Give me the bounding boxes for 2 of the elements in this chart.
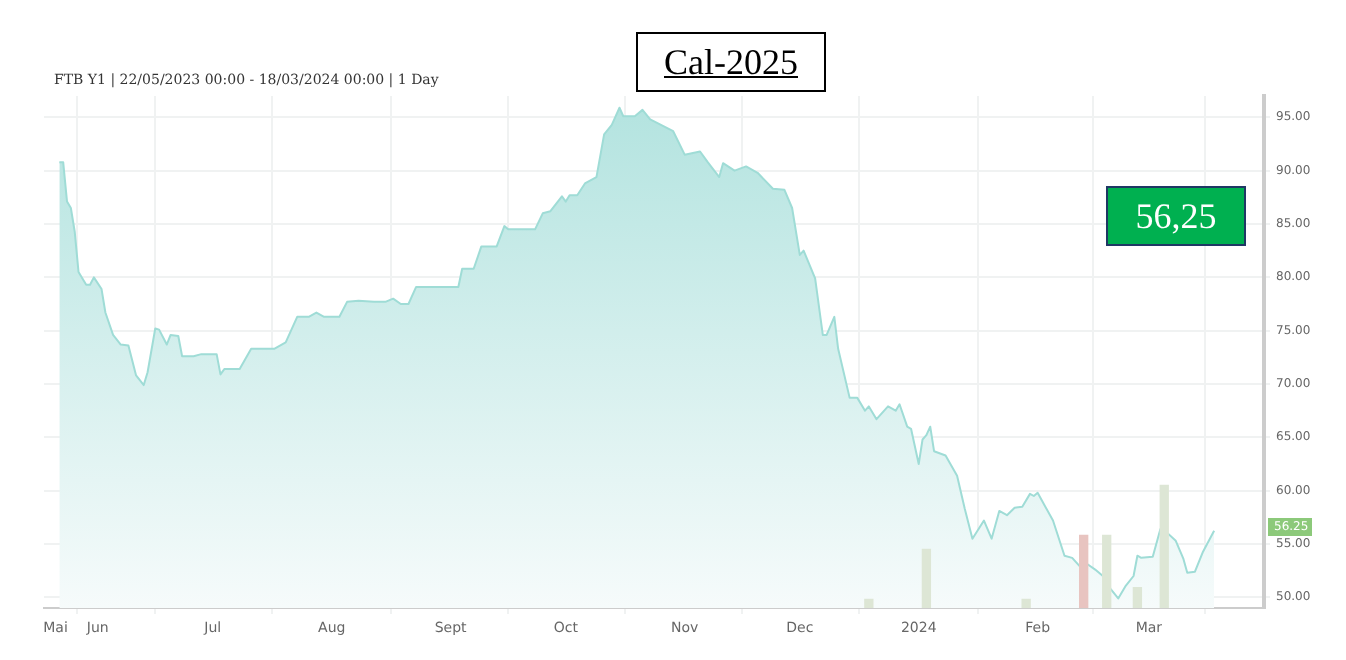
annotation: 56,25	[1106, 186, 1246, 246]
chart-title: Cal-2025	[636, 32, 826, 92]
